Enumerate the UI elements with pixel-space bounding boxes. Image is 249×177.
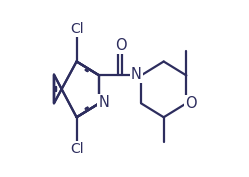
Text: N: N <box>131 67 142 82</box>
Text: O: O <box>115 38 127 53</box>
Text: N: N <box>98 95 109 110</box>
Text: Cl: Cl <box>70 142 83 156</box>
Text: O: O <box>185 96 196 111</box>
Text: Cl: Cl <box>70 22 83 36</box>
